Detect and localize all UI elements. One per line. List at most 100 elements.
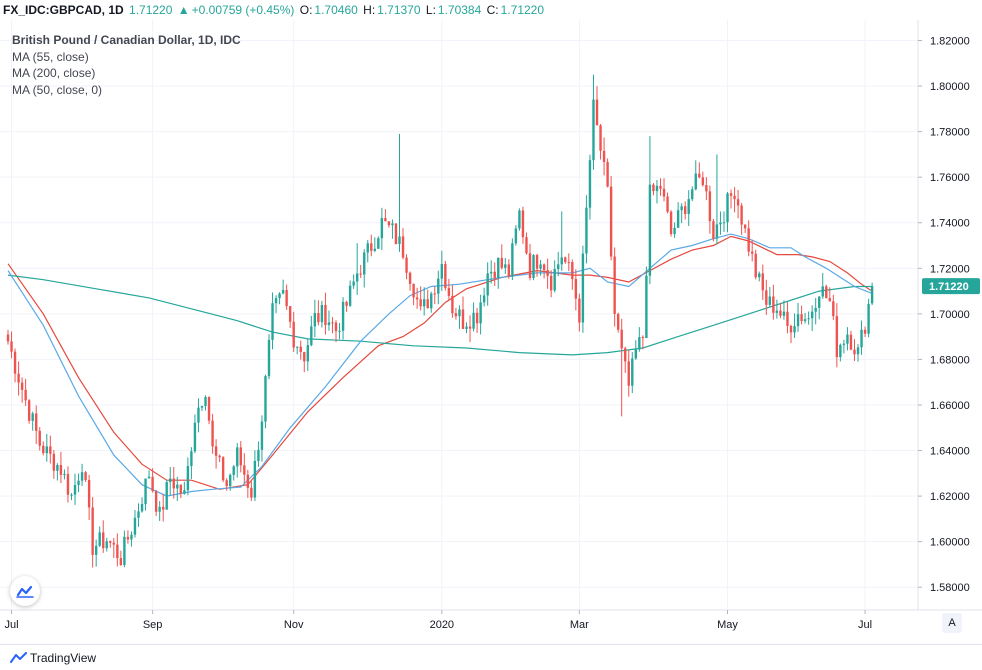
candle-body xyxy=(320,304,324,323)
candle-body xyxy=(564,257,567,263)
candle-body xyxy=(648,184,652,276)
candle-body xyxy=(377,238,380,249)
candle-body xyxy=(750,251,754,254)
candle-body xyxy=(860,329,863,348)
time-axis[interactable]: Jul Sep Nov 2020 Mar May Jul xyxy=(0,609,982,631)
candle-body xyxy=(525,237,528,254)
candle-body xyxy=(253,460,257,498)
candle-body xyxy=(842,343,846,345)
candle-body xyxy=(380,218,384,239)
candle-body xyxy=(440,264,444,279)
candle-body xyxy=(415,297,419,300)
candle-body xyxy=(98,532,101,546)
candle-body xyxy=(627,361,630,386)
candle-body xyxy=(345,301,348,306)
close-label: C: xyxy=(486,3,499,17)
candle-body xyxy=(17,373,20,383)
candle-body xyxy=(190,451,193,467)
candle-body xyxy=(225,480,228,487)
time-tick-label: Jul xyxy=(4,619,18,631)
candle-body xyxy=(405,257,408,273)
candle-body xyxy=(528,253,532,278)
legend-ma200[interactable]: MA (200, close) xyxy=(12,66,96,80)
candle-body xyxy=(426,299,429,309)
candle-body xyxy=(482,295,486,303)
candle-body xyxy=(458,309,461,317)
candle-body xyxy=(818,296,821,308)
candle-body xyxy=(451,295,454,314)
candle-body xyxy=(532,255,535,278)
candle-body xyxy=(652,184,655,192)
candle-body xyxy=(680,206,683,211)
price-axis[interactable]: 1.82000 1.80000 1.78000 1.76000 1.74000 1.720… xyxy=(917,20,970,610)
candle-body xyxy=(867,303,870,334)
auto-scale-button[interactable]: A xyxy=(942,613,962,633)
candle-body xyxy=(45,446,48,454)
candle-body xyxy=(338,330,341,332)
candle-body xyxy=(839,344,842,358)
candle-body xyxy=(772,296,775,313)
price-tick-label: 1.70000 xyxy=(930,309,970,321)
candle-body xyxy=(624,348,627,362)
last-price-tag-text: 1.71220 xyxy=(929,281,969,293)
candle-body xyxy=(317,313,320,323)
candle-body xyxy=(765,290,768,305)
candle-body xyxy=(507,264,511,277)
candle-body xyxy=(497,257,500,278)
open-label: O: xyxy=(299,3,313,17)
candle-body xyxy=(24,389,27,401)
price-tick-label: 1.68000 xyxy=(930,354,970,366)
candle-body xyxy=(264,376,267,422)
candle-body xyxy=(461,309,465,329)
tradingview-logo-badge[interactable] xyxy=(10,576,40,606)
candle-body xyxy=(698,173,701,178)
candle-body xyxy=(42,445,45,454)
candle-body xyxy=(285,290,288,307)
brand-name[interactable]: TradingView xyxy=(30,651,97,665)
candle-body xyxy=(807,318,810,320)
candle-body xyxy=(6,334,10,342)
symbol-label[interactable]: FX_IDC:GBPCAD, 1D xyxy=(3,3,124,17)
price-chart[interactable]: 1.82000 1.80000 1.78000 1.76000 1.74000 1.720… xyxy=(0,20,982,644)
candle-body xyxy=(303,352,306,362)
candle-body xyxy=(645,275,648,339)
candle-body xyxy=(800,314,803,322)
candle-body xyxy=(835,316,839,358)
candle-body xyxy=(567,262,570,264)
legend-ma55[interactable]: MA (55, close) xyxy=(12,49,89,64)
candle-body xyxy=(183,490,186,494)
candle-body xyxy=(849,334,853,350)
candle-body xyxy=(119,558,123,566)
candle-body xyxy=(620,329,623,349)
candle-body xyxy=(736,199,740,206)
candle-body xyxy=(197,407,200,423)
candle-body xyxy=(828,298,831,302)
candle-body xyxy=(602,150,606,162)
candle-body xyxy=(444,264,447,289)
candle-body xyxy=(52,453,56,471)
last-price-tag: 1.71220 xyxy=(922,278,980,295)
ma200-line xyxy=(7,274,873,356)
candle-body xyxy=(511,243,514,277)
legend-title: British Pound / Canadian Dollar, 1D, IDC xyxy=(12,33,241,47)
candle-body xyxy=(786,311,789,326)
candle-body xyxy=(331,322,334,324)
candle-body xyxy=(796,314,800,327)
candle-body xyxy=(13,351,17,374)
candle-body xyxy=(87,480,91,508)
candle-body xyxy=(758,273,761,278)
candle-body xyxy=(299,346,302,353)
candle-body xyxy=(172,478,175,489)
candle-body xyxy=(77,480,80,486)
candle-body xyxy=(236,447,239,467)
candle-body xyxy=(821,286,824,297)
candle-body xyxy=(408,272,412,284)
legend-ma50[interactable]: MA (50, close, 0) xyxy=(12,82,103,97)
candle-body xyxy=(521,210,525,238)
candle-body xyxy=(535,255,539,269)
candle-body xyxy=(313,313,317,327)
candle-body xyxy=(863,329,867,334)
time-tick-label: Sep xyxy=(143,619,163,631)
candle-body xyxy=(870,286,874,304)
price-change: +0.00759 (+0.45%) xyxy=(191,3,295,17)
